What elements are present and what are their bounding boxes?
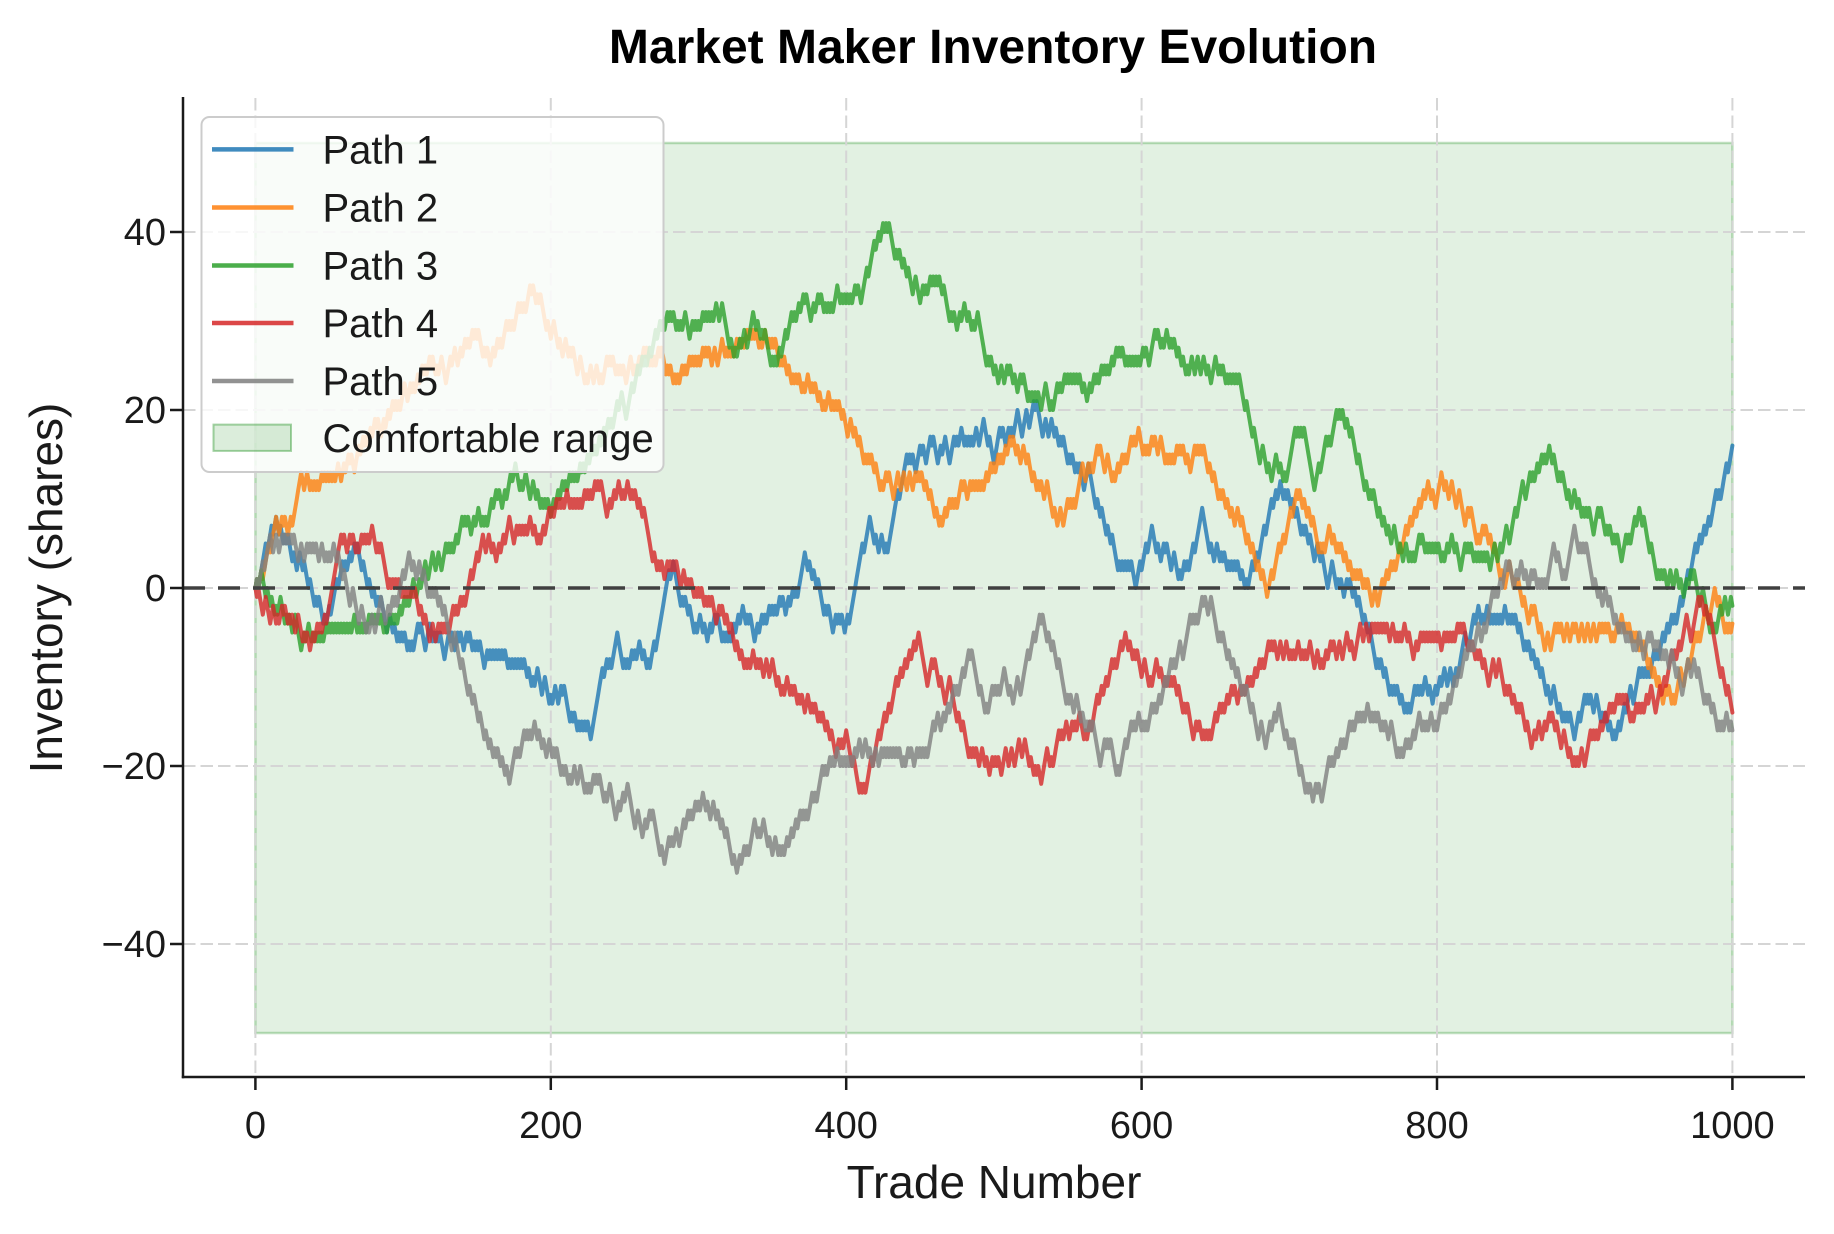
svg-text:800: 800 (1405, 1105, 1468, 1147)
svg-text:Path 3: Path 3 (323, 245, 439, 289)
svg-text:400: 400 (814, 1105, 877, 1147)
svg-text:Inventory (shares): Inventory (shares) (20, 403, 72, 774)
svg-text:Market Maker Inventory Evoluti: Market Maker Inventory Evolution (609, 21, 1377, 74)
svg-text:20: 20 (124, 390, 166, 432)
svg-text:Trade Number: Trade Number (847, 1156, 1142, 1208)
svg-text:1000: 1000 (1690, 1105, 1775, 1147)
svg-text:Path 5: Path 5 (323, 360, 439, 404)
svg-text:−20: −20 (102, 746, 166, 788)
svg-text:−40: −40 (102, 924, 166, 966)
svg-text:Path 4: Path 4 (323, 302, 439, 346)
svg-text:40: 40 (124, 212, 166, 254)
svg-text:200: 200 (519, 1105, 582, 1147)
svg-text:600: 600 (1110, 1105, 1173, 1147)
svg-text:0: 0 (145, 568, 166, 610)
svg-text:Path 1: Path 1 (323, 129, 439, 173)
svg-text:Path 2: Path 2 (323, 187, 439, 231)
svg-text:0: 0 (245, 1105, 266, 1147)
svg-text:Comfortable range: Comfortable range (323, 417, 654, 461)
